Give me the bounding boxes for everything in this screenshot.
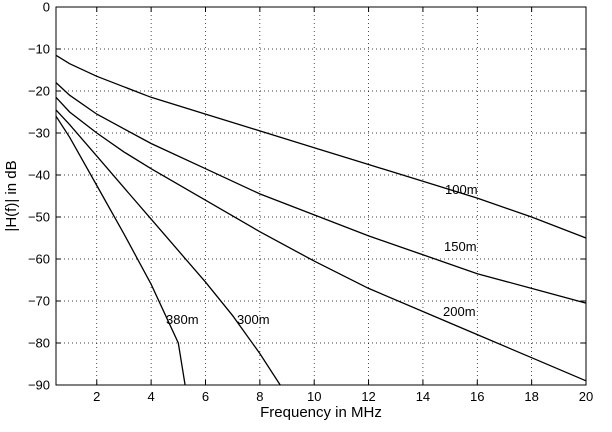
y-tick-label: −10: [28, 42, 50, 57]
x-tick-label: 20: [579, 389, 593, 404]
series-label-150m: 150m: [444, 239, 477, 254]
plot-frame: [55, 6, 587, 386]
series-line-380m: [55, 115, 186, 386]
x-tick-label: 8: [256, 389, 263, 404]
y-tick-label: −70: [28, 294, 50, 309]
series-line-300m: [55, 109, 281, 386]
series-lines: [55, 54, 587, 386]
y-tick-label: −80: [28, 336, 50, 351]
x-axis-label: Frequency in MHz: [260, 404, 382, 421]
y-tick-label: −50: [28, 210, 50, 225]
y-tick-label: 0: [43, 0, 50, 15]
x-tick-label: 10: [307, 389, 321, 404]
y-tick-label: −30: [28, 126, 50, 141]
y-tick-label: −20: [28, 84, 50, 99]
series-label-200m: 200m: [443, 304, 476, 319]
x-tick-label: 16: [470, 389, 484, 404]
x-tick-label: 18: [524, 389, 538, 404]
x-tick-label: 4: [148, 389, 155, 404]
x-tick-label: 14: [416, 389, 430, 404]
x-tick-label: 6: [202, 389, 209, 404]
series-label-100m: 100m: [445, 182, 478, 197]
series-line-200m: [55, 96, 587, 382]
x-tick-label: 2: [93, 389, 100, 404]
series-line-100m: [55, 54, 587, 239]
y-tick-label: −40: [28, 168, 50, 183]
y-tick-label: −60: [28, 252, 50, 267]
x-tick-label: 12: [361, 389, 375, 404]
x-tick-labels: 2 4 6 8 10 12 14 16 18 20: [93, 389, 593, 404]
axis-ticks: [56, 6, 587, 386]
y-axis-label: |H(f)| in dB: [3, 160, 20, 231]
y-tick-label: −90: [28, 378, 50, 393]
series-label-380m: 380m: [166, 312, 199, 327]
series-labels: 100m 150m 200m 300m 380m: [166, 182, 478, 327]
y-tick-labels: 0 −10 −20 −30 −40 −50 −60 −70 −80 −90: [28, 0, 50, 393]
series-label-300m: 300m: [237, 312, 270, 327]
series-line-150m: [55, 82, 587, 304]
grid: [56, 7, 586, 385]
